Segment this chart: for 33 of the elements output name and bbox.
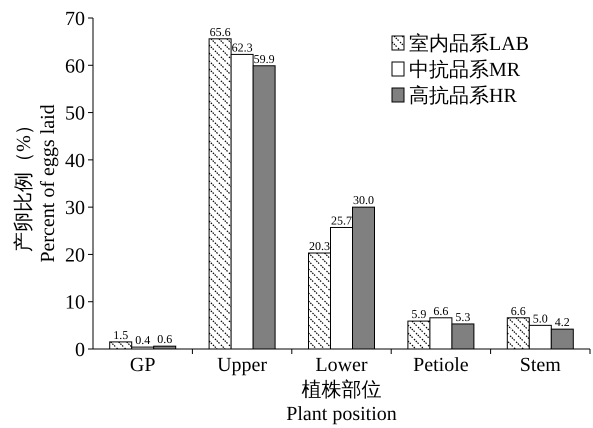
data-label: 1.5: [113, 328, 128, 342]
y-tick-label: 30: [65, 197, 85, 220]
data-label: 65.6: [210, 24, 231, 39]
data-label: 0.6: [157, 332, 172, 346]
x-tick-label: GP: [130, 354, 156, 376]
x-tick-label: Stem: [520, 354, 562, 376]
y-tick-label: 20: [65, 244, 85, 266]
y-tick-label: 40: [65, 150, 85, 172]
data-label: 0.4: [135, 333, 150, 348]
data-label: 6.6: [510, 304, 526, 318]
data-label: 20.3: [309, 239, 330, 254]
y-tick-label: 70: [65, 8, 85, 30]
legend-label: 中抗品系MR: [409, 59, 521, 81]
data-label: 5.3: [455, 310, 470, 324]
y-tick-label: 60: [65, 55, 85, 78]
y-axis-title: 产卵比例（%） Percent of eggs laid: [13, 104, 59, 263]
y-tick-label: 0: [75, 339, 85, 361]
x-axis-title: 植株部位 Plant position: [286, 379, 397, 425]
x-tick-label: Lower: [315, 354, 368, 376]
x-tick-label: Upper: [217, 354, 268, 376]
legend-label: 室内品系LAB: [409, 32, 529, 55]
data-label: 5.0: [532, 311, 548, 326]
y-tick-label: 10: [65, 292, 85, 314]
data-label: 4.2: [554, 315, 570, 330]
data-label: 6.6: [433, 304, 448, 318]
legend-label: 高抗品系HR: [409, 84, 518, 107]
data-label: 30.0: [353, 193, 374, 208]
x-tick-label: Petiole: [413, 354, 469, 376]
data-label: 25.7: [331, 213, 352, 228]
data-label: 62.3: [232, 40, 253, 54]
data-label: 59.9: [254, 52, 275, 66]
data-label: 5.9: [411, 307, 426, 322]
y-tick-label: 50: [65, 102, 85, 125]
